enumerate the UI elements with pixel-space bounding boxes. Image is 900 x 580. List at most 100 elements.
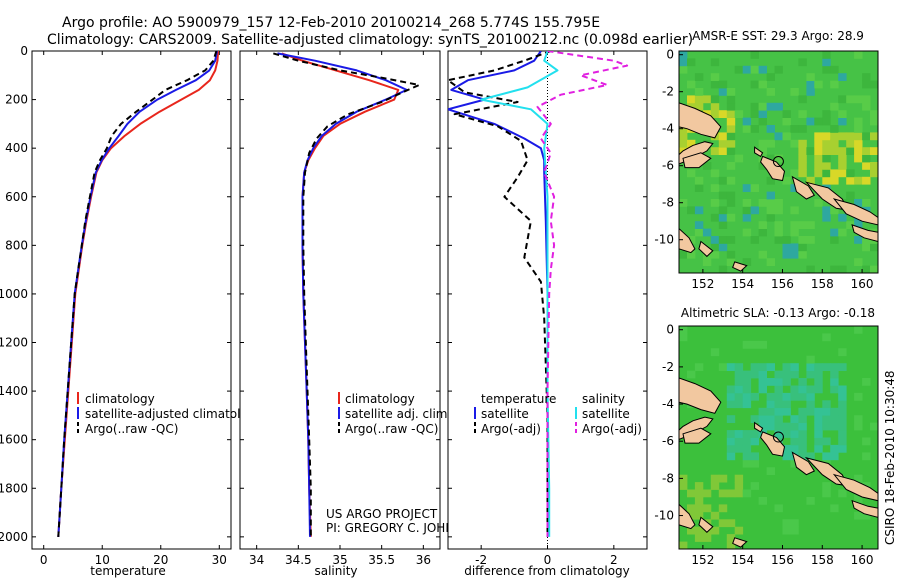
sla_map-grid-cell <box>838 444 847 453</box>
sla_map-grid-cell <box>782 444 791 453</box>
sla_map-grid-cell <box>838 407 847 416</box>
sst_map-grid-cell <box>814 117 823 126</box>
sst_map-grid-cell <box>838 162 847 170</box>
sla_map-grid-cell <box>806 385 815 394</box>
sst-map-title: AMSR-E SST: 29.3 Argo: 28.9 <box>692 29 864 43</box>
depth-tick-label: 0 <box>20 44 28 58</box>
temperature-xtick-label: 20 <box>153 553 168 567</box>
sst_map-grid-cell <box>687 236 696 244</box>
sla_map-grid-cell <box>742 444 752 453</box>
sla_map-grid-cell <box>862 437 871 446</box>
difference-x-axis-label: difference from climatology <box>464 564 630 578</box>
sla_map-grid-cell <box>854 422 863 431</box>
sla_map-grid-cell <box>679 333 688 342</box>
salinity-legend-climatology: climatology <box>345 392 415 406</box>
sla_map-grid-cell <box>742 489 752 498</box>
sst_map-grid-cell <box>718 236 728 244</box>
sla_map-grid-cell <box>790 422 799 431</box>
depth-tick-label: 800 <box>5 238 28 252</box>
sst_map-grid-cell <box>854 258 863 266</box>
sst_map-grid-cell <box>702 95 712 104</box>
sst_map-grid-cell <box>806 265 815 273</box>
sla_map-grid-cell <box>838 489 847 498</box>
sla_map-grid-cell <box>742 385 752 394</box>
sst_map-grid-cell <box>862 147 871 155</box>
sst_map-grid-cell <box>870 169 878 178</box>
sla_map-grid-cell <box>814 407 823 416</box>
sla_map-grid-cell <box>718 489 728 498</box>
sst_map-grid-cell <box>806 236 815 244</box>
sst_map-grid-cell <box>830 169 839 178</box>
sst_map-grid-cell <box>838 95 847 104</box>
sst_map-grid-cell <box>687 169 696 178</box>
sst_map-grid-cell <box>710 58 720 67</box>
sst_map-grid-cell <box>766 154 775 163</box>
sst_map-grid-cell <box>758 228 767 237</box>
sla_map-grid-cell <box>822 489 831 498</box>
sla_map-grid-cell <box>774 378 783 386</box>
temperature-xtick-label: 10 <box>95 553 110 567</box>
salinity-x-axis-label: salinity <box>314 564 357 578</box>
sla_map-grid-cell <box>782 407 791 416</box>
sst_map-grid-cell <box>718 221 728 229</box>
sst_map-grid-cell <box>870 110 878 118</box>
temperature-xtick-label: 30 <box>212 553 227 567</box>
sla_map-landmass <box>754 421 764 433</box>
sst_map-grid-cell <box>710 169 720 178</box>
sst_map-grid-cell <box>822 58 831 67</box>
sst_map-grid-cell <box>742 125 752 133</box>
sla_map-grid-cell <box>766 467 775 475</box>
sst_map-grid-cell <box>766 206 775 215</box>
sst_map-grid-cell <box>862 265 871 273</box>
sla_map-grid-cell <box>790 437 799 446</box>
sla_map-grid-cell <box>734 363 744 371</box>
sla_map-lat-tick-label: -10 <box>654 509 674 523</box>
sla_map-grid-cell <box>822 400 831 409</box>
difference-legend-temperature-heading: temperature <box>481 392 556 406</box>
sla_map-grid-cell <box>790 526 799 535</box>
sla_map-grid-cell <box>726 400 736 409</box>
sst_map-grid-cell <box>774 102 783 111</box>
sst_map-grid-cell <box>734 110 744 118</box>
sst_map-grid-cell <box>726 250 736 259</box>
sla_map-grid-cell <box>830 422 839 431</box>
sla_map-grid-cell <box>750 363 759 371</box>
sst_map-landmass <box>754 146 764 158</box>
sla_map-grid-cell <box>854 497 863 505</box>
sla_map-grid-cell <box>806 392 815 401</box>
sst_map-grid-cell <box>870 132 878 141</box>
sst_map-grid-cell <box>774 236 783 244</box>
sst_map-grid-cell <box>726 162 736 170</box>
sla_map-grid-cell <box>679 482 688 490</box>
sst_map-grid-cell <box>702 162 712 170</box>
sst_map-landmass <box>732 261 748 272</box>
sla_map-grid-cell <box>774 400 783 409</box>
sst_map-grid-cell <box>782 117 791 126</box>
sla_map-grid-cell <box>750 370 759 379</box>
sla_map-grid-cell <box>718 519 728 528</box>
sst-map-panel: AMSR-E SST: 29.3 Argo: 28.9 152 154 156 158… <box>654 29 879 291</box>
sst_map-grid-cell <box>822 117 831 126</box>
sst_map-grid-cell <box>734 154 744 163</box>
sla_map-grid-cell <box>806 452 815 461</box>
sst_map-grid-cell <box>806 80 815 89</box>
sla_map-grid-cell <box>766 392 775 401</box>
sst_map-grid-cell <box>718 176 728 185</box>
difference-legend: temperature satellite Argo(-adj) salinit… <box>474 392 642 436</box>
sla_map-grid-cell <box>790 444 799 453</box>
sla_map-grid-cell <box>774 385 783 394</box>
sst_map-grid-cell <box>798 250 807 259</box>
sst_map-grid-cell <box>790 139 799 148</box>
depth-tick-label: 1000 <box>0 287 28 301</box>
sla_map-grid-cell <box>734 385 744 394</box>
sla_map-grid-cell <box>806 497 815 505</box>
sla_map-grid-cell <box>774 422 783 431</box>
sst_map-grid-cell <box>742 117 752 126</box>
difference-xtick-label: 0 <box>544 553 552 567</box>
difference-legend-temp-argo: Argo(-adj) <box>481 422 541 436</box>
salinity-xtick-label: 34.5 <box>285 553 312 567</box>
sla_map-lat-tick-label: -6 <box>662 434 674 448</box>
sst_map-grid-cell <box>694 221 704 229</box>
sla_map-grid-cell <box>726 437 736 446</box>
sla_map-grid-cell <box>790 385 799 394</box>
